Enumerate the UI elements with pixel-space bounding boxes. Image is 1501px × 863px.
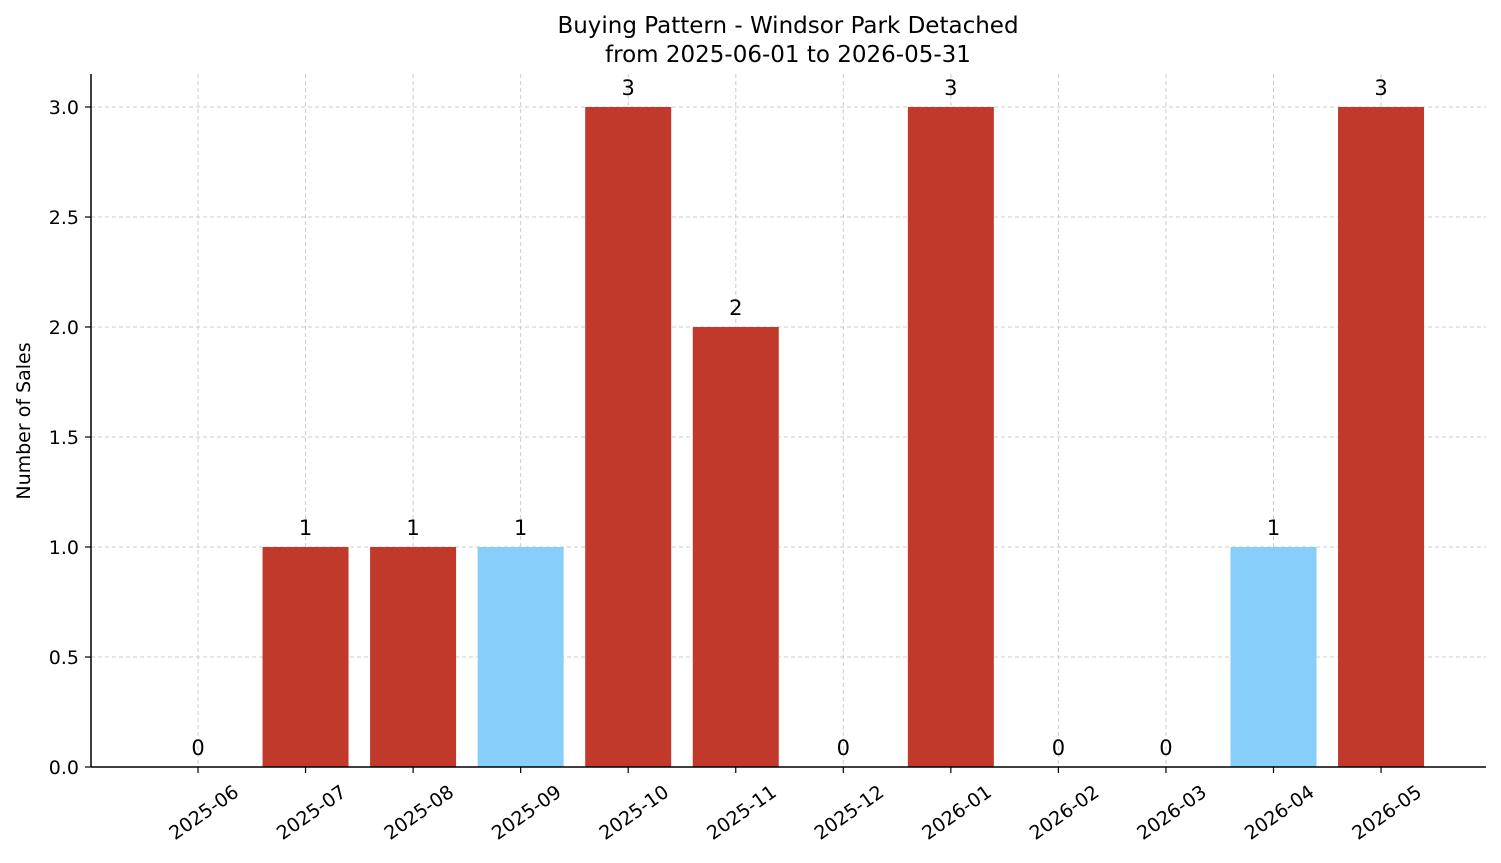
y-axis-label: Number of Sales xyxy=(13,342,35,499)
x-tick-label: 2025-06 xyxy=(165,781,243,845)
data-label: 0 xyxy=(191,736,204,760)
bars xyxy=(262,107,1425,767)
x-tick-label: 2026-01 xyxy=(918,781,996,845)
data-label: 1 xyxy=(299,516,312,540)
data-label: 1 xyxy=(1267,516,1280,540)
x-tick-label: 2026-04 xyxy=(1241,781,1319,845)
data-label: 0 xyxy=(837,736,850,760)
x-tick-label: 2026-05 xyxy=(1348,781,1426,845)
bar-2026-04 xyxy=(1230,547,1317,767)
data-label: 0 xyxy=(1052,736,1065,760)
y-tick-label: 2.5 xyxy=(49,207,79,229)
data-labels: 0 1 1 1 3 2 0 3 0 0 1 3 xyxy=(191,76,1387,760)
bar-2025-09 xyxy=(477,547,564,767)
x-tick-label: 2025-12 xyxy=(811,781,889,845)
data-label: 3 xyxy=(1374,76,1387,100)
data-label: 0 xyxy=(1159,736,1172,760)
bar-2025-10 xyxy=(585,107,672,767)
bar-2026-05 xyxy=(1338,107,1425,767)
y-tick-label: 2.0 xyxy=(49,317,79,339)
x-axis: 2025-06 2025-07 2025-08 2025-09 2025-10 2025-… xyxy=(91,766,1486,845)
x-tick-label: 2025-08 xyxy=(380,781,458,845)
x-tick-label: 2025-11 xyxy=(703,781,781,845)
data-label: 1 xyxy=(514,516,527,540)
x-tick-label: 2026-02 xyxy=(1026,781,1104,845)
y-tick-label: 1.0 xyxy=(49,537,79,559)
y-tick-label: 1.5 xyxy=(49,427,79,449)
chart-title: Buying Pattern - Windsor Park Detached xyxy=(557,13,1018,39)
data-label: 2 xyxy=(729,296,742,320)
bar-2025-08 xyxy=(370,547,457,767)
x-tick-label: 2025-10 xyxy=(595,781,673,845)
data-label: 3 xyxy=(622,76,635,100)
bar-2025-11 xyxy=(692,327,779,767)
x-tick-label: 2026-03 xyxy=(1133,781,1211,845)
x-tick-label: 2025-07 xyxy=(273,781,351,845)
y-tick-label: 3.0 xyxy=(49,97,79,119)
data-label: 3 xyxy=(944,76,957,100)
bar-2026-01 xyxy=(907,107,994,767)
y-tick-label: 0.0 xyxy=(49,757,79,779)
x-tick-label: 2025-09 xyxy=(488,781,566,845)
y-tick-label: 0.5 xyxy=(49,647,79,669)
data-label: 1 xyxy=(406,516,419,540)
chart-subtitle: from 2025-06-01 to 2026-05-31 xyxy=(605,42,971,68)
bar-2025-07 xyxy=(262,547,349,767)
y-axis: 0.0 0.5 1.0 1.5 2.0 2.5 3.0 xyxy=(49,74,92,779)
